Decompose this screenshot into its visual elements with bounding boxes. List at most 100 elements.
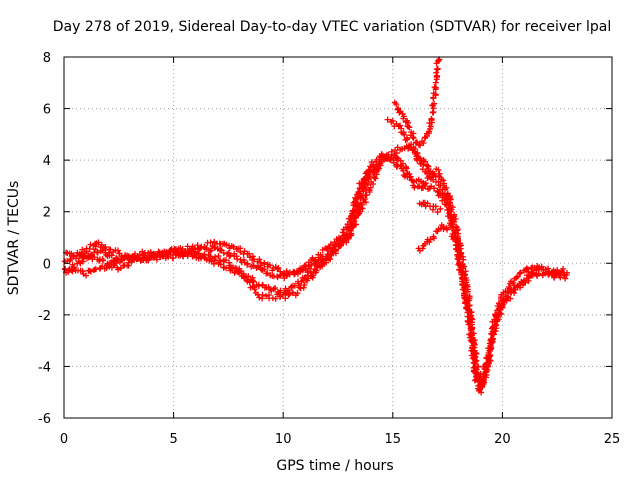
data-point [363,192,370,199]
data-point [249,277,256,284]
data-point [136,252,143,259]
data-point [255,282,262,289]
data-point [354,195,361,202]
data-point [412,150,419,157]
data-point [440,180,447,187]
data-point [422,180,429,187]
data-point [447,224,454,231]
data-point [448,216,455,223]
data-point [250,278,257,285]
data-point [554,267,561,274]
data-point [411,184,418,191]
data-point [362,199,369,206]
data-point [454,255,461,262]
data-point [393,163,400,170]
y-axis: -6 -4 -2 0 2 4 6 8 [38,51,612,427]
data-point [389,117,396,124]
y-tick-label: -4 [38,360,51,375]
data-point [393,154,400,161]
data-point [435,57,442,64]
x-tick-label: 15 [385,432,402,447]
data-point [367,184,374,191]
data-point [430,233,437,240]
data-point [95,239,102,246]
data-point [251,286,258,293]
data-point [275,264,282,271]
data-point [372,175,379,182]
data-point [405,123,412,130]
data-point [431,171,438,178]
data-point [370,180,377,187]
data-point [285,292,292,299]
data-point [427,175,434,182]
data-point [421,199,428,206]
data-point [240,270,247,277]
data-point [400,172,407,179]
data-point [227,252,234,259]
data-point [406,171,413,178]
data-point [259,291,266,298]
y-tick-label: 4 [43,154,51,169]
data-point [291,282,298,289]
data-point [451,218,458,225]
data-point [352,199,359,206]
data-point [410,146,417,153]
data-point [211,257,218,264]
data-point [175,246,182,253]
grid-lines [64,57,612,418]
x-tick-label: 0 [60,432,68,447]
y-tick-label: 2 [43,206,51,221]
data-point [530,270,537,277]
series-track-4 [61,160,384,296]
data-point [399,160,406,167]
y-axis-title: SDTVAR / TECUs [6,181,22,296]
data-point [434,209,441,216]
data-point [272,285,279,292]
data-point [301,274,308,281]
data-point [195,250,202,257]
data-point [372,161,379,168]
data-point [401,131,408,138]
data-point [469,324,476,331]
data-point [464,288,471,295]
data-point [77,251,84,258]
data-point [310,269,317,276]
data-point [257,262,264,269]
data-point [207,253,214,260]
data-point [507,295,514,302]
data-point [478,389,485,396]
data-point [461,287,468,294]
y-tick-label: 8 [43,51,51,66]
data-point [384,116,391,123]
data-point [495,316,502,323]
data-point [435,166,442,173]
data-point [91,254,98,261]
data-point [435,172,442,179]
y-tick-label: 6 [43,103,51,118]
data-point [237,248,244,255]
data-point [263,293,270,300]
data-point [431,185,438,192]
data-point [208,247,215,254]
data-point [140,251,147,258]
data-point [160,252,167,259]
data-point [443,184,450,191]
data-point [531,265,538,272]
data-point [410,178,417,185]
data-point [447,196,454,203]
data-point [283,268,290,275]
data-point [358,182,365,189]
data-point [471,344,478,351]
data-point [434,65,441,72]
data-point [427,236,434,243]
data-point [417,160,424,167]
chart-title: Day 278 of 2019, Sidereal Day-to-day VTE… [53,19,611,35]
data-point [122,252,129,259]
data-point [337,236,344,243]
data-point [493,321,500,328]
data-point [102,247,109,254]
series-track-7 [416,199,444,216]
data-point [431,84,438,91]
data-point [469,332,476,339]
data-point [226,259,233,266]
